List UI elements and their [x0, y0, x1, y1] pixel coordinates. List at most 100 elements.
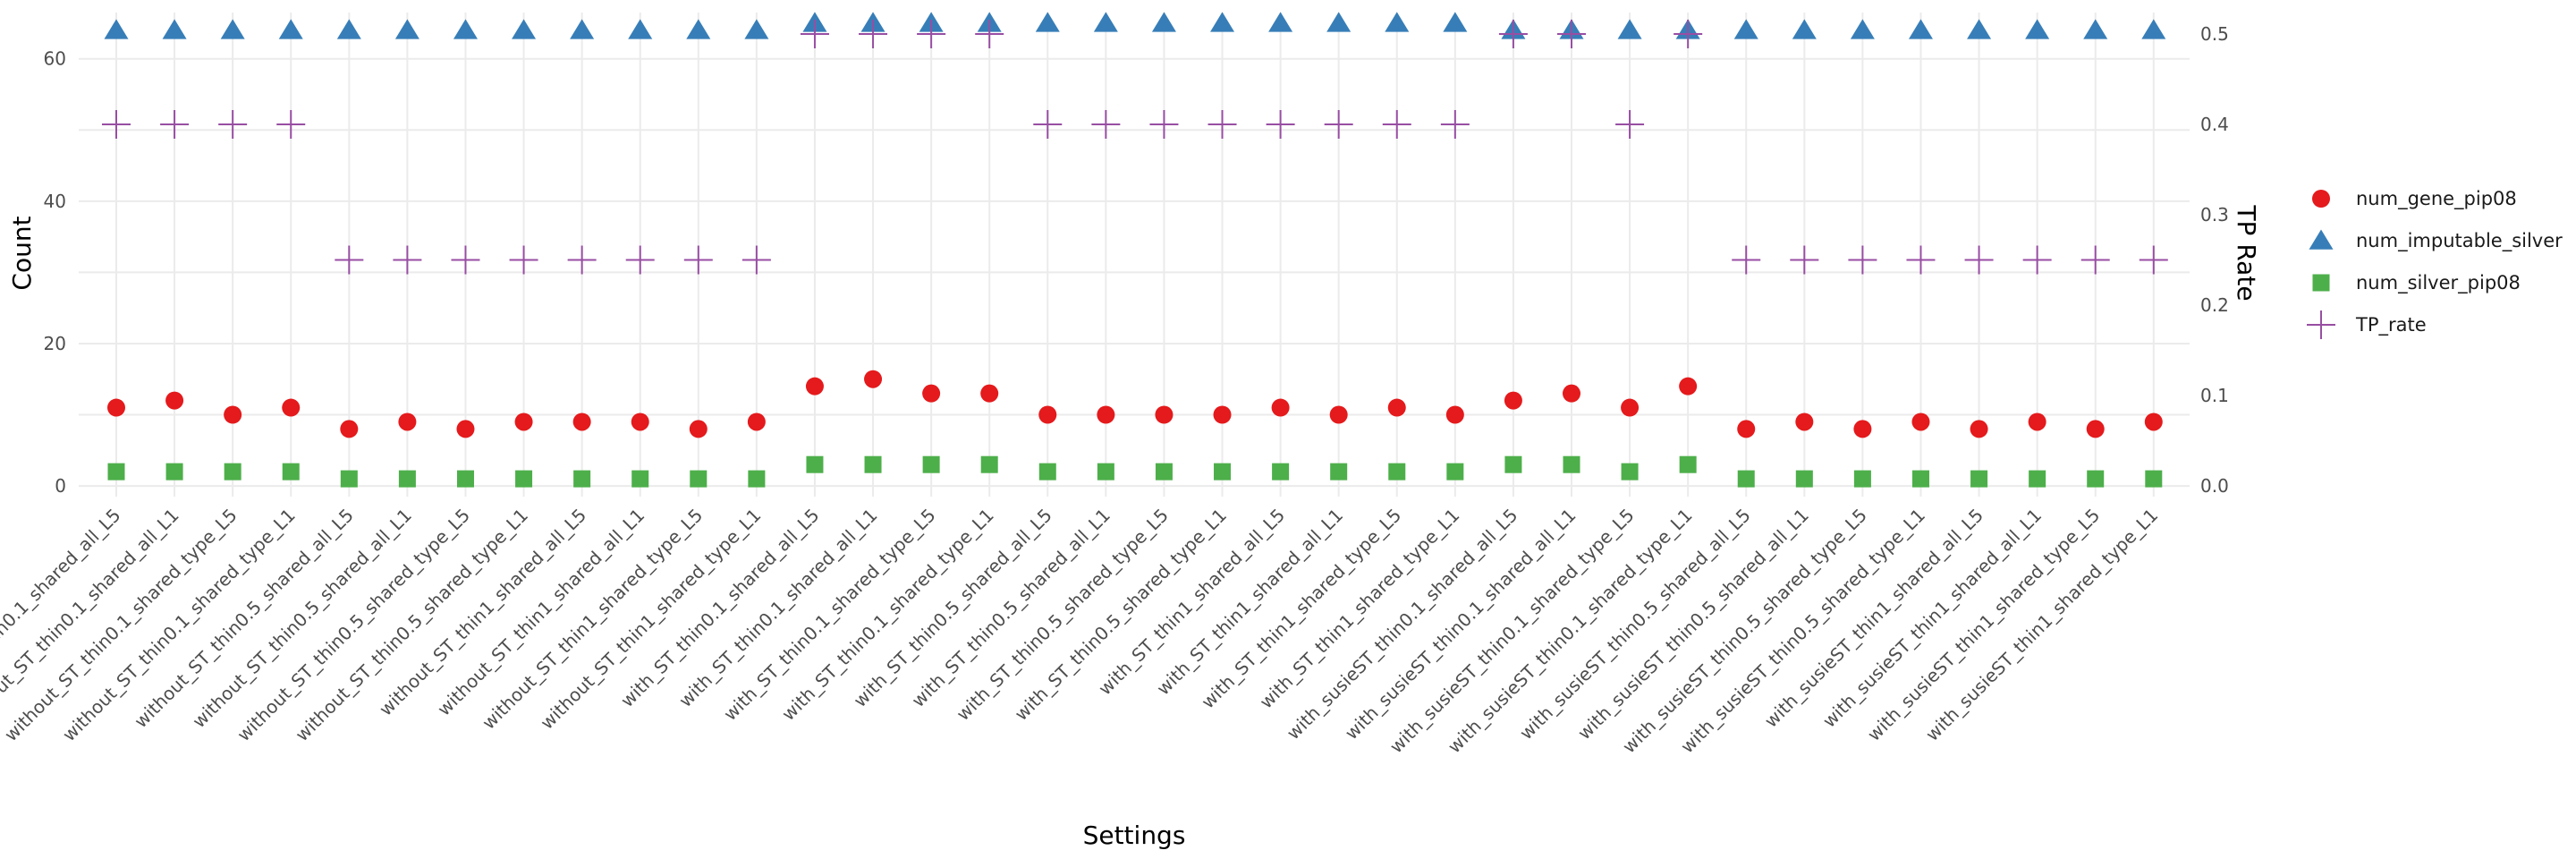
y-tick-label: 40 [44, 191, 66, 212]
data-point-TP_rate [625, 245, 655, 275]
legend: num_gene_pip08 num_imputable_silver num_si… [2307, 188, 2563, 339]
data-point-num_gene_pip08 [572, 412, 591, 431]
data-point-num_gene_pip08 [1679, 377, 1698, 395]
data-point-TP_rate [1440, 109, 1470, 139]
data-point-num_silver_pip08 [980, 455, 998, 473]
data-point-num_silver_pip08 [690, 470, 708, 488]
data-point-num_silver_pip08 [282, 463, 300, 481]
data-point-TP_rate [1091, 109, 1121, 139]
data-point-TP_rate [276, 109, 306, 139]
data-point-num_gene_pip08 [1271, 398, 1290, 417]
data-point-num_gene_pip08 [1097, 405, 1115, 424]
data-point-TP_rate [2080, 245, 2110, 275]
data-point-num_imputable_silver [1093, 12, 1118, 32]
data-point-num_gene_pip08 [456, 420, 475, 438]
y2-tick-label: 0.5 [2200, 23, 2229, 45]
y2-tick-label: 0.4 [2200, 114, 2229, 135]
data-point-TP_rate [1906, 245, 1936, 275]
data-point-num_imputable_silver [570, 19, 595, 39]
y-tick-label: 20 [44, 333, 66, 354]
data-point-num_silver_pip08 [1330, 463, 1348, 481]
data-point-TP_rate [1266, 109, 1295, 139]
data-point-num_imputable_silver [686, 19, 711, 39]
data-point-num_silver_pip08 [1563, 455, 1580, 473]
data-point-num_imputable_silver [2083, 19, 2108, 39]
data-point-num_gene_pip08 [1563, 384, 1580, 403]
data-point-num_silver_pip08 [1737, 470, 1755, 488]
data-point-num_imputable_silver [1385, 12, 1410, 32]
data-point-num_imputable_silver [104, 19, 129, 39]
data-point-TP_rate [2022, 245, 2052, 275]
y2-tick-label: 0.0 [2200, 475, 2229, 497]
legend-key-TP_rate [2307, 310, 2335, 339]
data-point-TP_rate [335, 245, 364, 275]
legend-key-num_gene_pip08 [2312, 190, 2330, 208]
data-point-num_imputable_silver [1035, 12, 1060, 32]
data-point-num_silver_pip08 [1853, 470, 1871, 488]
data-point-TP_rate [160, 109, 190, 139]
data-point-num_gene_pip08 [398, 412, 417, 431]
data-point-num_silver_pip08 [1621, 463, 1639, 481]
legend-label: num_gene_pip08 [2356, 188, 2517, 210]
data-point-num_imputable_silver [1850, 19, 1875, 39]
data-point-num_gene_pip08 [1737, 420, 1756, 438]
data-point-num_silver_pip08 [1970, 470, 1988, 488]
data-point-num_gene_pip08 [980, 384, 999, 403]
data-point-num_silver_pip08 [1388, 463, 1406, 481]
data-point-num_imputable_silver [1617, 19, 1642, 39]
data-point-num_imputable_silver [2025, 19, 2050, 39]
data-point-TP_rate [218, 109, 248, 139]
data-point-num_gene_pip08 [631, 412, 649, 431]
data-point-num_silver_pip08 [864, 455, 882, 473]
y-tick-label: 0 [55, 475, 66, 497]
data-point-num_imputable_silver [1151, 12, 1176, 32]
data-point-num_silver_pip08 [1795, 470, 1813, 488]
data-point-num_gene_pip08 [1155, 405, 1174, 424]
data-point-num_silver_pip08 [631, 470, 649, 488]
data-point-num_gene_pip08 [1038, 405, 1057, 424]
data-point-TP_rate [1382, 109, 1411, 139]
legend-key-num_imputable_silver [2309, 229, 2334, 250]
data-point-num_silver_pip08 [515, 470, 533, 488]
data-point-num_imputable_silver [2141, 19, 2166, 39]
data-point-num_imputable_silver [1210, 12, 1235, 32]
y2-tick-label: 0.2 [2200, 294, 2229, 316]
y2-tick-label: 0.1 [2200, 385, 2229, 406]
data-point-TP_rate [683, 245, 713, 275]
data-point-num_silver_pip08 [573, 470, 591, 488]
data-point-num_silver_pip08 [1155, 463, 1173, 481]
data-point-num_silver_pip08 [1911, 470, 1929, 488]
data-point-TP_rate [975, 19, 1004, 48]
data-point-num_silver_pip08 [1097, 463, 1114, 481]
data-point-TP_rate [509, 245, 538, 275]
data-point-num_gene_pip08 [340, 420, 359, 438]
y2-axis-title: TP Rate [2232, 204, 2261, 301]
data-point-num_silver_pip08 [806, 455, 824, 473]
data-point-TP_rate [1033, 109, 1063, 139]
series-num_gene_pip08 [107, 370, 2163, 438]
data-point-num_silver_pip08 [2145, 470, 2163, 488]
series-TP_rate [102, 19, 2168, 275]
data-point-TP_rate [1149, 109, 1179, 139]
data-point-num_imputable_silver [512, 19, 537, 39]
data-point-num_gene_pip08 [2028, 412, 2046, 431]
data-point-num_gene_pip08 [165, 391, 184, 410]
data-point-num_gene_pip08 [922, 384, 941, 403]
data-point-TP_rate [567, 245, 597, 275]
legend-label: TP_rate [2355, 314, 2427, 336]
data-point-num_silver_pip08 [1214, 463, 1232, 481]
data-point-num_silver_pip08 [165, 463, 183, 481]
data-point-num_gene_pip08 [747, 412, 766, 431]
data-point-num_gene_pip08 [2086, 420, 2105, 438]
data-point-TP_rate [1557, 19, 1586, 48]
data-point-num_imputable_silver [220, 19, 245, 39]
data-point-num_silver_pip08 [2029, 470, 2046, 488]
data-point-num_gene_pip08 [1970, 420, 1988, 438]
data-point-num_gene_pip08 [1911, 412, 1930, 431]
data-point-num_gene_pip08 [1387, 398, 1406, 417]
data-point-TP_rate [102, 109, 131, 139]
y-axis-left-ticks: 0 20 40 60 [44, 48, 66, 497]
legend-key-num_silver_pip08 [2312, 274, 2330, 292]
data-point-num_imputable_silver [162, 19, 187, 39]
